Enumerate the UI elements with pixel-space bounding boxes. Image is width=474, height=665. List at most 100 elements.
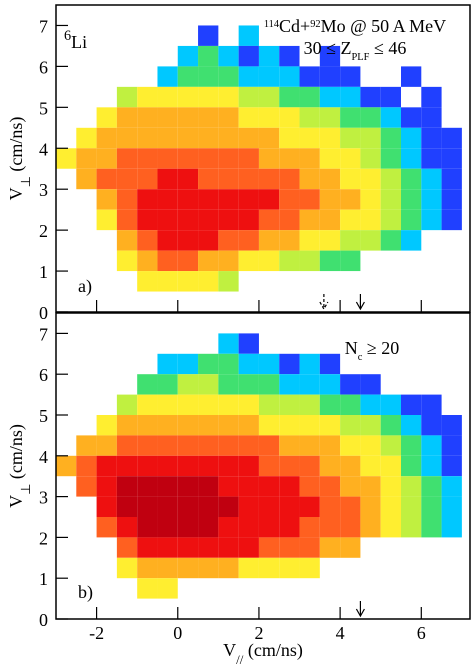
heat-cell: [299, 168, 320, 190]
heat-cell: [319, 517, 341, 538]
heat-cell: [360, 107, 381, 128]
heat-cell: [401, 209, 422, 231]
text-part: c: [358, 352, 363, 363]
heat-cell: [299, 496, 320, 517]
heat-cell: [137, 476, 158, 497]
heat-cell: [137, 209, 158, 231]
heat-cell: [238, 517, 259, 538]
heat-cell: [360, 435, 381, 456]
heat-cell: [401, 127, 422, 149]
heat-cell: [157, 107, 178, 128]
heat-cell: [238, 209, 259, 231]
heat-cell: [340, 455, 361, 477]
heat-cell: [319, 537, 341, 558]
heat-cell: [137, 271, 158, 292]
heat-cell: [157, 168, 178, 190]
heat-cell: [238, 353, 259, 375]
heat-cell: [218, 353, 239, 375]
heat-cell: [238, 496, 259, 517]
y-tick-label: 0: [39, 610, 48, 630]
heat-cell: [177, 374, 199, 395]
heat-cell: [299, 517, 320, 538]
heat-cell: [238, 148, 259, 169]
heat-cell: [177, 496, 199, 517]
heat-cell: [198, 230, 219, 251]
heat-cell: [76, 476, 97, 497]
heat-cell: [279, 168, 300, 190]
heat-cell: [157, 557, 178, 579]
y-tick-label: 3: [39, 488, 48, 508]
heat-cell: [279, 209, 300, 231]
heat-cell: [218, 415, 239, 436]
heat-cell: [401, 148, 422, 169]
heat-cell: [177, 394, 199, 415]
heat-cell: [401, 107, 422, 128]
heat-cell: [116, 230, 138, 251]
heat-cell: [177, 86, 199, 108]
heat-cell: [441, 415, 462, 436]
heat-cell: [137, 415, 158, 436]
heat-cell: [299, 209, 320, 231]
heat-cell: [279, 86, 300, 108]
heat-cell: [96, 435, 117, 456]
heat-cell: [340, 476, 361, 497]
heat-cell: [137, 517, 158, 538]
heat-cell: [177, 271, 199, 292]
heat-cell: [319, 496, 341, 517]
heat-cell: [421, 394, 442, 415]
heat-cell: [421, 517, 442, 538]
heat-cell: [421, 435, 442, 456]
heat-cell: [198, 189, 219, 210]
heat-cell: [319, 86, 341, 108]
heat-cell: [279, 250, 300, 272]
heat-cell: [319, 209, 341, 231]
heat-cell: [238, 250, 259, 272]
heat-cell: [177, 517, 199, 538]
heat-cell: [137, 496, 158, 517]
heat-cell: [360, 415, 381, 436]
heat-cell: [137, 86, 158, 108]
heat-cell: [258, 415, 280, 436]
heat-cell: [198, 209, 219, 231]
heat-cell: [319, 394, 341, 415]
heat-cell: [177, 189, 199, 210]
heat-cell: [157, 353, 178, 375]
x-tick-label: 0: [173, 623, 182, 643]
heat-cell: [340, 209, 361, 231]
heat-cell: [279, 45, 300, 67]
heat-cell: [218, 148, 239, 169]
heat-cell: [258, 189, 280, 210]
heat-cell: [157, 435, 178, 456]
heat-cell: [360, 455, 381, 477]
heat-cell: [340, 86, 361, 108]
heat-cell: [96, 517, 117, 538]
heat-cell: [198, 557, 219, 579]
heat-cell: [238, 455, 259, 477]
heat-cell: [299, 148, 320, 169]
heat-cell: [258, 209, 280, 231]
heat-cell: [137, 374, 158, 395]
y-tick-label: 2: [39, 221, 48, 241]
heat-cell: [198, 127, 219, 149]
heat-cell: [421, 168, 442, 190]
text-part: V: [6, 495, 26, 508]
heat-cell: [177, 455, 199, 477]
heat-cell: [218, 271, 239, 292]
heat-cell: [380, 517, 401, 538]
heat-cell: [96, 189, 117, 210]
heat-cell: [238, 107, 259, 128]
heat-cell: [258, 148, 280, 169]
heat-cell: [116, 415, 138, 436]
heat-cell: [360, 517, 381, 538]
heat-cell: [299, 353, 320, 375]
heat-cell: [157, 189, 178, 210]
heat-cell: [380, 189, 401, 210]
heat-cell: [137, 455, 158, 477]
heat-cell: [157, 66, 178, 87]
plot-frame: [55, 4, 471, 313]
text-part: ≥ 20: [362, 338, 399, 358]
heat-cell: [137, 148, 158, 169]
heat-cell: [279, 189, 300, 210]
heat-cell: [157, 517, 178, 538]
heat-cell: [380, 394, 401, 415]
